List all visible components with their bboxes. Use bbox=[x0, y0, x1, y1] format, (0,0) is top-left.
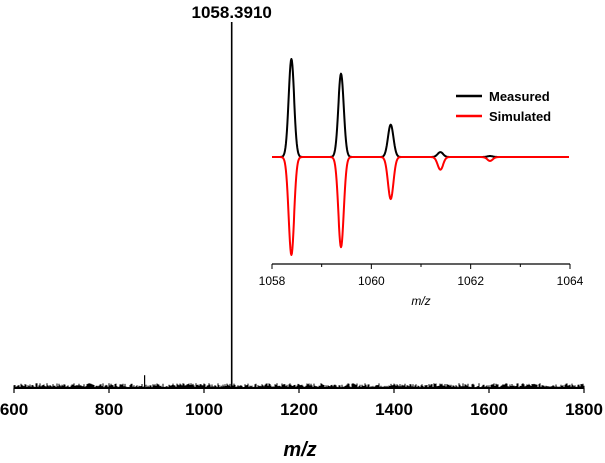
inset-tick-label-1062: 1062 bbox=[457, 274, 484, 288]
main-chart: 600 800 1000 1200 1400 1600 1800 1058.3910 m/z bbox=[0, 3, 603, 461]
inset-series-group bbox=[271, 58, 570, 256]
legend-label-simulated: Simulated bbox=[489, 109, 551, 124]
legend-label-measured: Measured bbox=[489, 89, 550, 104]
main-tick-label-1400: 1400 bbox=[375, 400, 413, 419]
inset-x-axis-label: m/z bbox=[411, 294, 430, 308]
main-tick-label-1000: 1000 bbox=[185, 400, 223, 419]
main-tick-label-1200: 1200 bbox=[280, 400, 318, 419]
inset-tick-label-1060: 1060 bbox=[358, 274, 385, 288]
main-tick-label-1800: 1800 bbox=[565, 400, 603, 419]
main-tick-label-800: 800 bbox=[95, 400, 123, 419]
inset-tick-label-1064: 1064 bbox=[557, 274, 584, 288]
inset-x-ticks: 1058 1060 1062 1064 bbox=[259, 264, 584, 288]
main-peak-label: 1058.3910 bbox=[192, 3, 272, 22]
inset-legend: Measured Simulated bbox=[456, 89, 551, 124]
main-tick-label-600: 600 bbox=[0, 400, 28, 419]
inset-chart: 1058 1060 1062 1064 m/z Measured Simulated bbox=[259, 42, 584, 308]
inset-background bbox=[272, 42, 570, 264]
main-x-ticks: 600 800 1000 1200 1400 1600 1800 bbox=[0, 388, 603, 419]
main-x-axis-label: m/z bbox=[283, 439, 316, 461]
inset-series-simulated bbox=[271, 156, 570, 256]
inset-tick-label-1058: 1058 bbox=[259, 274, 286, 288]
main-tick-label-1600: 1600 bbox=[470, 400, 508, 419]
